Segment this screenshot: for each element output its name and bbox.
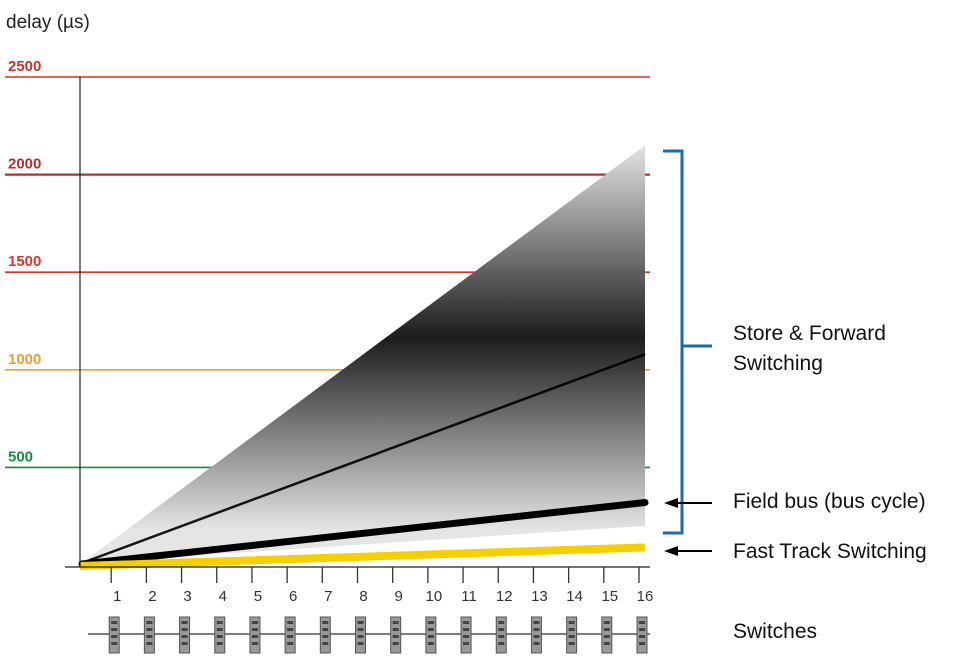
switch-port-icon (639, 628, 645, 631)
switch-port-icon (533, 621, 540, 624)
x-tick-label-16: 16 (637, 588, 654, 605)
switch-port-icon (392, 642, 399, 645)
switch-port-icon (463, 635, 470, 638)
store-forward-center-line (81, 353, 646, 565)
x-tick-label-2: 2 (148, 588, 156, 605)
fast-track-label: Fast Track Switching (733, 540, 927, 563)
switch-port-icon (216, 635, 223, 638)
switch-port-icon (322, 621, 329, 624)
switch-port-icon (427, 628, 434, 631)
y-tick-label-500: 500 (8, 448, 33, 465)
switch-port-icon (146, 628, 153, 631)
switch-port-icon (603, 635, 610, 638)
switch-port-icon (568, 635, 575, 638)
switch-port-icon (251, 635, 258, 638)
switch-port-icon (181, 642, 188, 645)
x-tick-label-14: 14 (566, 588, 583, 605)
switch-port-icon (498, 635, 505, 638)
switch-port-icon (287, 642, 294, 645)
switch-port-icon (639, 621, 645, 624)
x-tick-label-11: 11 (461, 588, 477, 605)
store-forward-bracket (663, 149, 684, 535)
store-forward-label: Store & Forward Switching (733, 322, 886, 375)
switch-port-icon (251, 642, 258, 645)
x-tick-label-5: 5 (254, 588, 262, 605)
switch-port-icon (181, 628, 188, 631)
switch-port-icon (498, 621, 505, 624)
switch-port-icon (357, 621, 364, 624)
switch-port-icon (603, 642, 610, 645)
switch-port-icon (533, 642, 540, 645)
switch-port-icon (216, 628, 223, 631)
switch-port-icon (146, 642, 153, 645)
switch-port-icon (392, 628, 399, 631)
field-bus-line (78, 499, 649, 568)
x-tick-label-8: 8 (359, 588, 367, 605)
switch-port-icon (111, 628, 118, 631)
field-bus-arrow-head (664, 498, 678, 508)
x-tick-label-6: 6 (289, 588, 297, 605)
x-tick-label-13: 13 (531, 588, 548, 605)
switch-port-icon (251, 628, 258, 631)
switch-port-icon (146, 621, 153, 624)
x-tick-label-1: 1 (113, 588, 121, 605)
switch-port-icon (498, 628, 505, 631)
switch-port-icon (357, 628, 364, 631)
switch-port-icon (568, 621, 575, 624)
switch-port-icon (603, 621, 610, 624)
y-tick-label-2000: 2000 (8, 156, 41, 173)
x-tick-label-12: 12 (496, 588, 513, 605)
switch-port-icon (322, 635, 329, 638)
x-tick-label-10: 10 (426, 588, 443, 605)
switch-port-icon (181, 635, 188, 638)
switch-port-icon (322, 628, 329, 631)
switch-port-icon (639, 642, 645, 645)
switch-port-icon (427, 621, 434, 624)
switch-port-icon (392, 635, 399, 638)
x-tick-label-4: 4 (219, 588, 227, 605)
switch-port-icon (181, 621, 188, 624)
fast-track-line (79, 543, 646, 570)
switches-label: Switches (733, 620, 818, 643)
switch-port-icon (111, 642, 118, 645)
switch-port-icon (568, 642, 575, 645)
switch-port-icon (427, 642, 434, 645)
field-bus-label: Field bus (bus cycle) (733, 490, 926, 513)
switch-port-icon (216, 621, 223, 624)
x-tick-label-7: 7 (324, 588, 332, 605)
x-tick-label-9: 9 (395, 588, 403, 605)
switch-port-icon (111, 635, 118, 638)
switch-port-icon (287, 628, 294, 631)
switch-port-icon (392, 621, 399, 624)
switch-port-icon (498, 642, 505, 645)
x-tick-label-15: 15 (601, 588, 618, 605)
switch-port-icon (322, 642, 329, 645)
fast-track-arrow-head (664, 546, 678, 556)
switch-port-icon (146, 635, 153, 638)
store-forward-band (82, 145, 645, 563)
switch-port-icon (639, 635, 645, 638)
switch-port-icon (287, 621, 294, 624)
x-tick-label-3: 3 (183, 588, 191, 605)
switch-port-icon (463, 621, 470, 624)
y-tick-label-1000: 1000 (8, 351, 41, 368)
switch-port-icon (603, 628, 610, 631)
switch-port-icon (357, 642, 364, 645)
switch-port-icon (533, 628, 540, 631)
switch-port-icon (287, 635, 294, 638)
switch-port-icon (216, 642, 223, 645)
y-tick-label-2500: 2500 (8, 58, 41, 75)
switch-port-icon (251, 621, 258, 624)
switch-port-icon (463, 642, 470, 645)
switch-port-icon (568, 628, 575, 631)
switch-port-icon (533, 635, 540, 638)
y-axis-title: delay (µs) (6, 12, 90, 33)
y-tick-label-1500: 1500 (8, 253, 41, 270)
switch-port-icon (463, 628, 470, 631)
switch-port-icon (357, 635, 364, 638)
switch-port-icon (427, 635, 434, 638)
switch-port-icon (111, 621, 118, 624)
